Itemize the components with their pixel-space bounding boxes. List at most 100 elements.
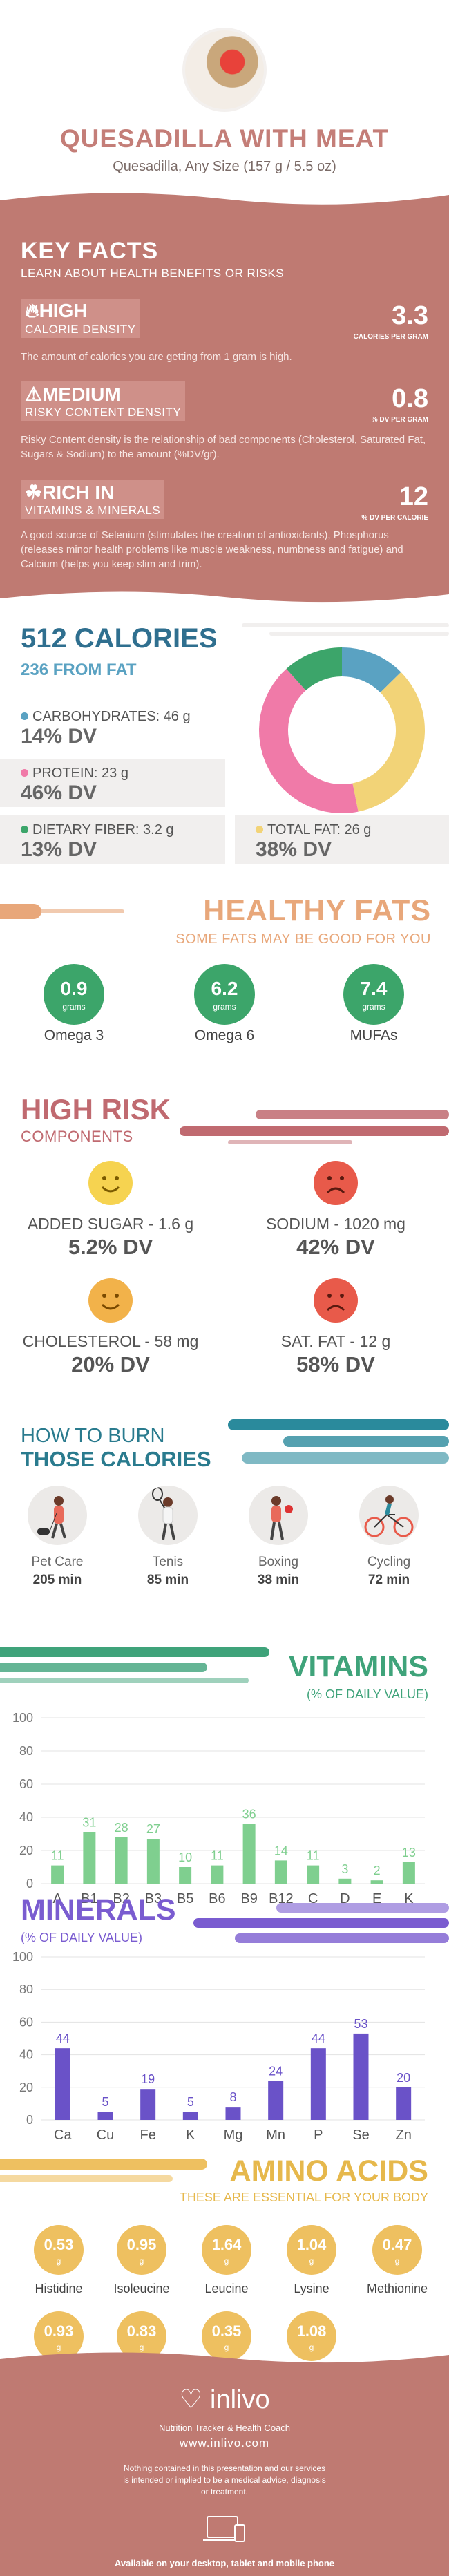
bar-value-label: 3 — [341, 1862, 348, 1876]
activity-name: Boxing — [258, 1555, 299, 1569]
fiber-label: DIETARY FIBER: 3.2 g — [32, 822, 174, 837]
bar-value-label: 31 — [82, 1816, 96, 1830]
protein-item: PROTEIN: 23 g 46% DV — [0, 759, 225, 807]
x-tick-label: B6 — [209, 1891, 225, 1906]
bar-Ca — [55, 2048, 70, 2120]
heart-icon: ♡ — [179, 2385, 203, 2414]
logo-text: inlivo — [210, 2385, 270, 2414]
smiley-happy-icon — [88, 1278, 133, 1323]
amino-name: Leucine — [204, 2282, 249, 2295]
vitamins-title: VITAMINS — [288, 1650, 428, 1683]
x-tick-label: K — [404, 1891, 414, 1906]
key-facts-section: KEY FACTS LEARN ABOUT HEALTH BENEFITS OR… — [0, 207, 449, 587]
deco-bar — [256, 1110, 449, 1119]
amino-subtitle: THESE ARE ESSENTIAL FOR YOUR BODY — [179, 2190, 428, 2204]
bar-K — [402, 1862, 415, 1884]
amino-unit: g — [394, 2256, 400, 2266]
amino-circle: 0.95 g — [117, 2225, 166, 2275]
deco-bar — [0, 2159, 207, 2170]
page-subtitle: Quesadilla, Any Size (157 g / 5.5 oz) — [113, 159, 336, 174]
activity-pet-care: Pet Care 205 min — [6, 1486, 109, 1588]
bar-B9 — [242, 1824, 256, 1884]
bar-Zn — [396, 2087, 412, 2120]
carbs-item: CARBOHYDRATES: 46 g 14% DV — [0, 702, 228, 750]
x-tick-label: Zn — [395, 2128, 411, 2143]
deco-bar — [228, 1140, 352, 1144]
rich-unit: % DV PER CALORIE — [361, 514, 428, 522]
activity-time: 72 min — [367, 1573, 410, 1587]
deco-bar — [283, 1436, 449, 1447]
footer-url[interactable]: www.inlivo.com — [179, 2436, 270, 2450]
bar-value-label: 10 — [178, 1850, 192, 1864]
calories-title: 512 CALORIES — [21, 623, 218, 654]
amino-item: 0.47 g Methionine — [352, 2225, 442, 2296]
amino-name: Methionine — [366, 2282, 428, 2295]
bar-value-label: 44 — [56, 2032, 70, 2045]
fat-unit: grams — [62, 1002, 86, 1012]
bar-D — [338, 1878, 352, 1884]
x-tick-label: P — [314, 2128, 323, 2143]
vitamins-subtitle: (% OF DAILY VALUE) — [306, 1687, 428, 1701]
bar-value-label: 27 — [146, 1822, 160, 1836]
x-tick-label: Mn — [266, 2128, 285, 2143]
vitamins-section: VITAMINS (% OF DAILY VALUE) 0 20 40 60 80 100… — [0, 1638, 449, 1914]
cycling-icon — [359, 1486, 419, 1545]
activity-time: 38 min — [257, 1573, 300, 1587]
bar-value-label: 14 — [274, 1844, 288, 1857]
bar-C — [307, 1865, 320, 1884]
y-tick-label: 40 — [19, 2048, 33, 2062]
risky-value: 0.8 — [392, 384, 428, 413]
leaf-icon: ☘︎ — [25, 482, 43, 503]
bar-value-label: 13 — [402, 1846, 416, 1859]
amino-circle: 0.93 g — [34, 2311, 84, 2361]
deco-stripes — [228, 608, 449, 640]
risk-cholesterol: CHOLESTEROL - 58 mg 20% DV — [7, 1278, 214, 1377]
bar-E — [370, 1880, 383, 1884]
bar-value-label: 11 — [211, 1849, 224, 1863]
food-photo — [182, 28, 267, 112]
risky-level: MEDIUM — [42, 383, 121, 405]
inlivo-logo: ♡ inlivo — [0, 2384, 449, 2415]
x-tick-label: Se — [352, 2128, 369, 2143]
risk-label: SODIUM - 1020 mg — [266, 1215, 405, 1233]
activity-time: 85 min — [146, 1573, 189, 1587]
amino-unit: g — [56, 2256, 61, 2266]
x-tick-label: B2 — [113, 1891, 129, 1906]
high-risk-subtitle: COMPONENTS — [21, 1128, 133, 1145]
deco-bar — [228, 1419, 449, 1430]
bar-value-label: 24 — [269, 2064, 283, 2078]
fiber-dot — [21, 826, 28, 833]
calories-section: 512 CALORIES 236 FROM FAT CARBOHYDRATES:… — [0, 608, 449, 884]
bar-value-label: 20 — [397, 2071, 410, 2085]
y-tick-label: 80 — [19, 1744, 33, 1758]
x-tick-label: C — [308, 1891, 318, 1906]
amino-circle: 0.47 g — [372, 2225, 422, 2275]
amino-value: 0.35 — [211, 2322, 242, 2340]
y-tick-label: 100 — [12, 1711, 33, 1725]
key-facts-title: KEY FACTS — [21, 238, 159, 264]
bar-Cu — [97, 2112, 113, 2120]
y-tick-label: 0 — [26, 1877, 33, 1891]
page-title: QUESADILLA WITH MEAT — [59, 124, 390, 153]
risky-label: RISKY CONTENT DENSITY — [25, 406, 182, 419]
calorie-desc: The amount of calories you are getting f… — [21, 351, 292, 363]
bar-Se — [353, 2033, 369, 2120]
calorie-level: HIGH — [39, 300, 88, 321]
amino-circle: 0.53 g — [34, 2225, 84, 2275]
amino-value: 0.53 — [44, 2236, 74, 2253]
deco-bar — [193, 1918, 449, 1928]
burn-title-2: THOSE CALORIES — [21, 1447, 211, 1471]
wave-divider — [0, 2352, 449, 2366]
bar-value-label: 19 — [141, 2072, 155, 2086]
amino-unit: g — [224, 2342, 229, 2352]
bar-value-label: 5 — [187, 2095, 194, 2109]
risky-unit: % DV PER GRAM — [371, 416, 428, 424]
bar-B6 — [211, 1865, 224, 1884]
amino-unit: g — [139, 2256, 144, 2266]
bar-B12 — [274, 1860, 287, 1884]
bar-value-label: 11 — [307, 1849, 320, 1863]
amino-title: AMINO ACIDS — [229, 2154, 428, 2188]
calorie-unit: CALORIES PER GRAM — [353, 333, 428, 341]
deco-bar — [242, 1452, 449, 1464]
calories-from-fat: 236 FROM FAT — [21, 661, 137, 679]
